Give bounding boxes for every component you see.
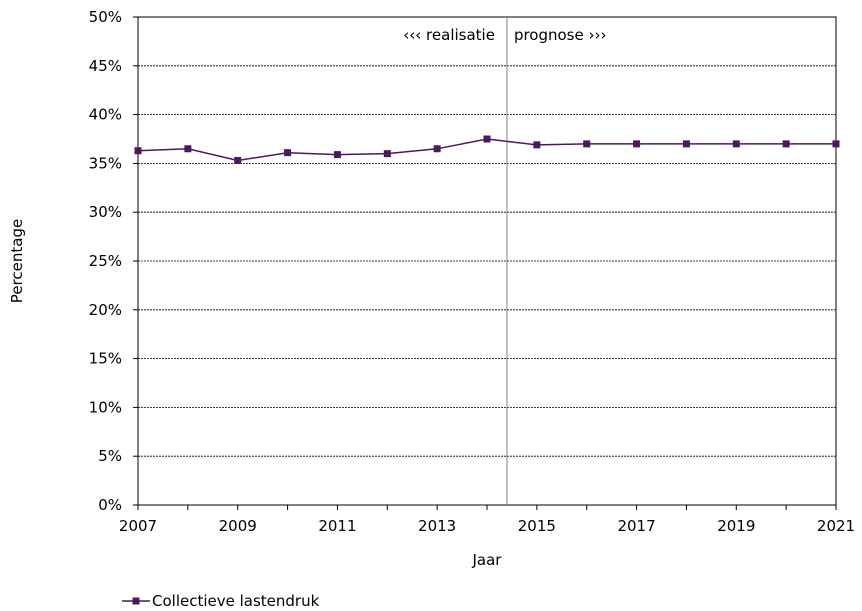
data-point <box>583 140 591 148</box>
x-axis-title: Jaar <box>472 551 503 569</box>
y-tick-label: 30% <box>89 203 122 221</box>
y-tick-label: 25% <box>89 252 122 270</box>
data-point <box>333 151 341 159</box>
y-tick-label: 10% <box>89 398 122 416</box>
annotation-realisatie: ‹‹‹ realisatie <box>403 26 495 44</box>
data-point <box>433 145 441 153</box>
data-point <box>184 145 192 153</box>
x-tick-label: 2015 <box>518 517 556 535</box>
x-tick-label: 2011 <box>318 517 356 535</box>
data-point <box>732 140 740 148</box>
data-point <box>832 140 840 148</box>
x-tick-label: 2009 <box>219 517 257 535</box>
y-tick-label: 0% <box>98 496 122 514</box>
data-point <box>234 156 242 164</box>
legend: Collectieve lastendruk <box>122 592 320 610</box>
legend-marker-swatch <box>132 597 140 605</box>
y-tick-label: 50% <box>89 8 122 26</box>
legend-label: Collectieve lastendruk <box>152 592 320 610</box>
data-point <box>134 147 142 155</box>
y-tick-label: 45% <box>89 57 122 75</box>
data-point <box>483 135 491 143</box>
data-point <box>782 140 790 148</box>
x-axis-ticks: 2007 2009 2011 2013 2015 2017 2019 2021 <box>119 505 855 535</box>
y-tick-label: 15% <box>89 350 122 368</box>
y-tick-label: 40% <box>89 106 122 124</box>
x-tick-label: 2019 <box>717 517 755 535</box>
y-tick-label: 5% <box>98 447 122 465</box>
x-tick-label: 2007 <box>119 517 157 535</box>
y-axis-ticks: 0% 5% 10% 15% 20% 25% 30% 35% 40% 45% 50% <box>89 8 138 514</box>
data-point <box>284 149 292 157</box>
data-point <box>533 141 541 149</box>
y-tick-label: 35% <box>89 154 122 172</box>
data-point <box>682 140 690 148</box>
data-point <box>383 150 391 158</box>
y-tick-label: 20% <box>89 301 122 319</box>
annotation-prognose: prognose ››› <box>514 26 607 44</box>
data-point <box>633 140 641 148</box>
x-tick-label: 2013 <box>418 517 456 535</box>
x-tick-label: 2021 <box>817 517 855 535</box>
series-layer <box>134 135 840 164</box>
x-tick-label: 2017 <box>617 517 655 535</box>
y-axis-title: Percentage <box>8 219 26 303</box>
gridlines <box>138 65 836 457</box>
